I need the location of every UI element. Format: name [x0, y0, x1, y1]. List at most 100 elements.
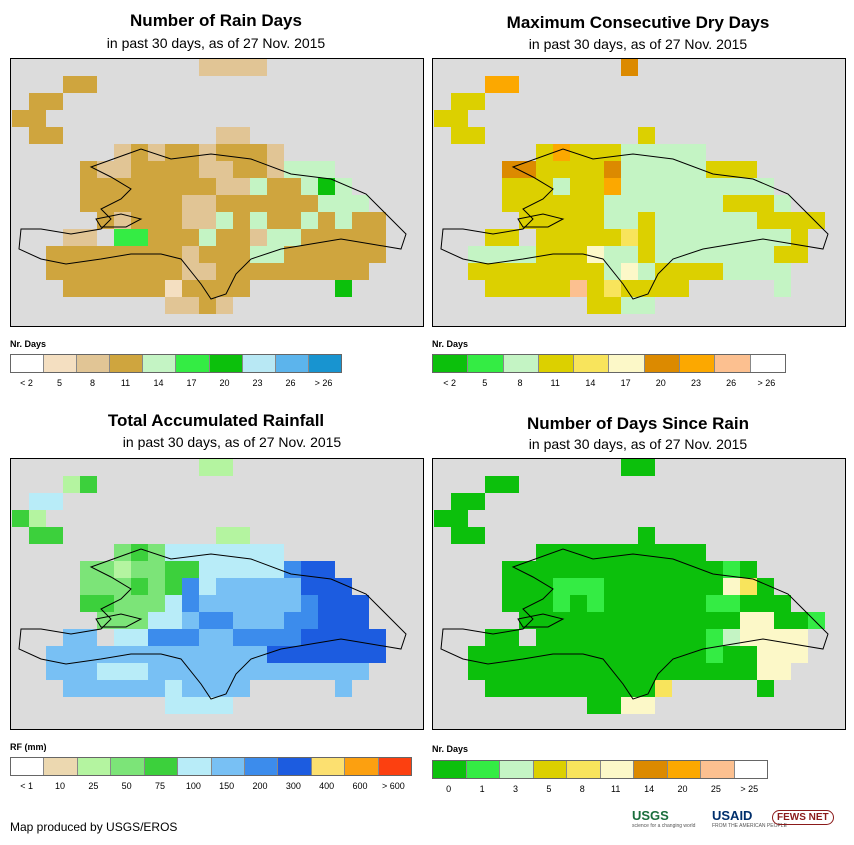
heatmap-cell	[80, 629, 97, 646]
heatmap-cell	[757, 229, 774, 246]
legend-label: 11	[611, 784, 621, 794]
heatmap-cell	[706, 595, 723, 612]
heatmap-cell	[536, 229, 553, 246]
heatmap-cell	[114, 195, 131, 212]
heatmap-cell	[536, 263, 553, 280]
heatmap-cell	[621, 544, 638, 561]
heatmap-cell	[502, 161, 519, 178]
usgs-logo: USGS science for a changing world	[632, 808, 695, 829]
heatmap-cell	[706, 612, 723, 629]
heatmap-cell	[553, 195, 570, 212]
heatmap-cell	[723, 178, 740, 195]
heatmap-cell	[570, 578, 587, 595]
heatmap-cell	[519, 680, 536, 697]
heatmap-cell	[301, 612, 318, 629]
heatmap-cell	[774, 595, 791, 612]
heatmap-cell	[655, 229, 672, 246]
heatmap-cell	[740, 195, 757, 212]
legend-label: < 2	[443, 378, 456, 388]
heatmap-cell	[114, 144, 131, 161]
heatmap-cell	[165, 629, 182, 646]
heatmap-cell	[216, 561, 233, 578]
heatmap-cell	[672, 144, 689, 161]
heatmap-cell	[519, 212, 536, 229]
heatmap-cell	[114, 161, 131, 178]
map-credit: Map produced by USGS/EROS	[10, 820, 178, 834]
legend-swatch	[701, 761, 735, 778]
legend-swatch	[750, 355, 785, 372]
heatmap-cell	[706, 229, 723, 246]
heatmap-cell	[655, 178, 672, 195]
heatmap-cell	[114, 229, 131, 246]
gonave-outline	[95, 213, 143, 228]
legend-label: 100	[185, 781, 201, 791]
heatmap-cell	[301, 595, 318, 612]
heatmap-cell	[250, 561, 267, 578]
hispaniola-outline	[18, 548, 407, 700]
heatmap-cell	[553, 229, 570, 246]
heatmap-cell	[570, 161, 587, 178]
heatmap-cell	[604, 297, 621, 314]
heatmap-cell	[216, 59, 233, 76]
heatmap-cell	[63, 629, 80, 646]
heatmap-cell	[553, 561, 570, 578]
heatmap-cell	[233, 595, 250, 612]
heatmap-cell	[587, 161, 604, 178]
legend-label: 14	[585, 378, 596, 388]
heatmap-cell	[114, 663, 131, 680]
heatmap-cell	[604, 612, 621, 629]
heatmap-cell	[468, 93, 485, 110]
heatmap-cell	[706, 629, 723, 646]
heatmap-cell	[621, 178, 638, 195]
heatmap-cell	[536, 612, 553, 629]
heatmap-cell	[148, 178, 165, 195]
heatmap-cell	[604, 578, 621, 595]
heatmap-cell	[570, 612, 587, 629]
heatmap-cell	[267, 629, 284, 646]
heatmap-cell	[233, 144, 250, 161]
heatmap-cell	[284, 612, 301, 629]
heatmap-cell	[519, 646, 536, 663]
heatmap-cell	[740, 178, 757, 195]
heatmap-cell	[233, 629, 250, 646]
heatmap-cell	[63, 476, 80, 493]
heatmap-cell	[182, 561, 199, 578]
heatmap-cell	[199, 561, 216, 578]
heatmap-cell	[570, 629, 587, 646]
heatmap-cell	[536, 578, 553, 595]
heatmap-cell	[485, 629, 502, 646]
heatmap-cell	[80, 646, 97, 663]
panel-4-legend-labels: 0 1 3 5 8 11 14 20 25 > 25	[432, 784, 766, 796]
heatmap-cell	[182, 229, 199, 246]
heatmap-cell	[165, 646, 182, 663]
heatmap-cell	[604, 646, 621, 663]
hispaniola-outline	[440, 148, 829, 300]
panel-4-title: Number of Days Since Rain	[526, 414, 749, 433]
heatmap-cell	[638, 527, 655, 544]
heatmap-cell	[250, 612, 267, 629]
heatmap-cell	[672, 561, 689, 578]
heatmap-cell	[114, 629, 131, 646]
legend-swatch	[278, 758, 312, 775]
heatmap-cell	[284, 629, 301, 646]
heatmap-cell	[97, 561, 114, 578]
heatmap-cell	[655, 280, 672, 297]
heatmap-cell	[655, 663, 672, 680]
heatmap-cell	[233, 646, 250, 663]
legend-label: 150	[219, 781, 235, 791]
heatmap-cell	[250, 263, 267, 280]
panel-1-legend-labels: < 2 5 8 11 14 17 20 23 26 > 26	[10, 378, 340, 390]
heatmap-cell	[97, 646, 114, 663]
heatmap-cell	[689, 646, 706, 663]
heatmap-cell	[655, 561, 672, 578]
heatmap-cell	[706, 663, 723, 680]
heatmap-cell	[621, 212, 638, 229]
heatmap-cell	[97, 280, 114, 297]
heatmap-cell	[369, 229, 386, 246]
heatmap-cell	[808, 612, 825, 629]
heatmap-cell	[536, 144, 553, 161]
heatmap-cell	[318, 595, 335, 612]
heatmap-cell	[485, 280, 502, 297]
heatmap-cell	[519, 561, 536, 578]
heatmap-cell	[791, 646, 808, 663]
